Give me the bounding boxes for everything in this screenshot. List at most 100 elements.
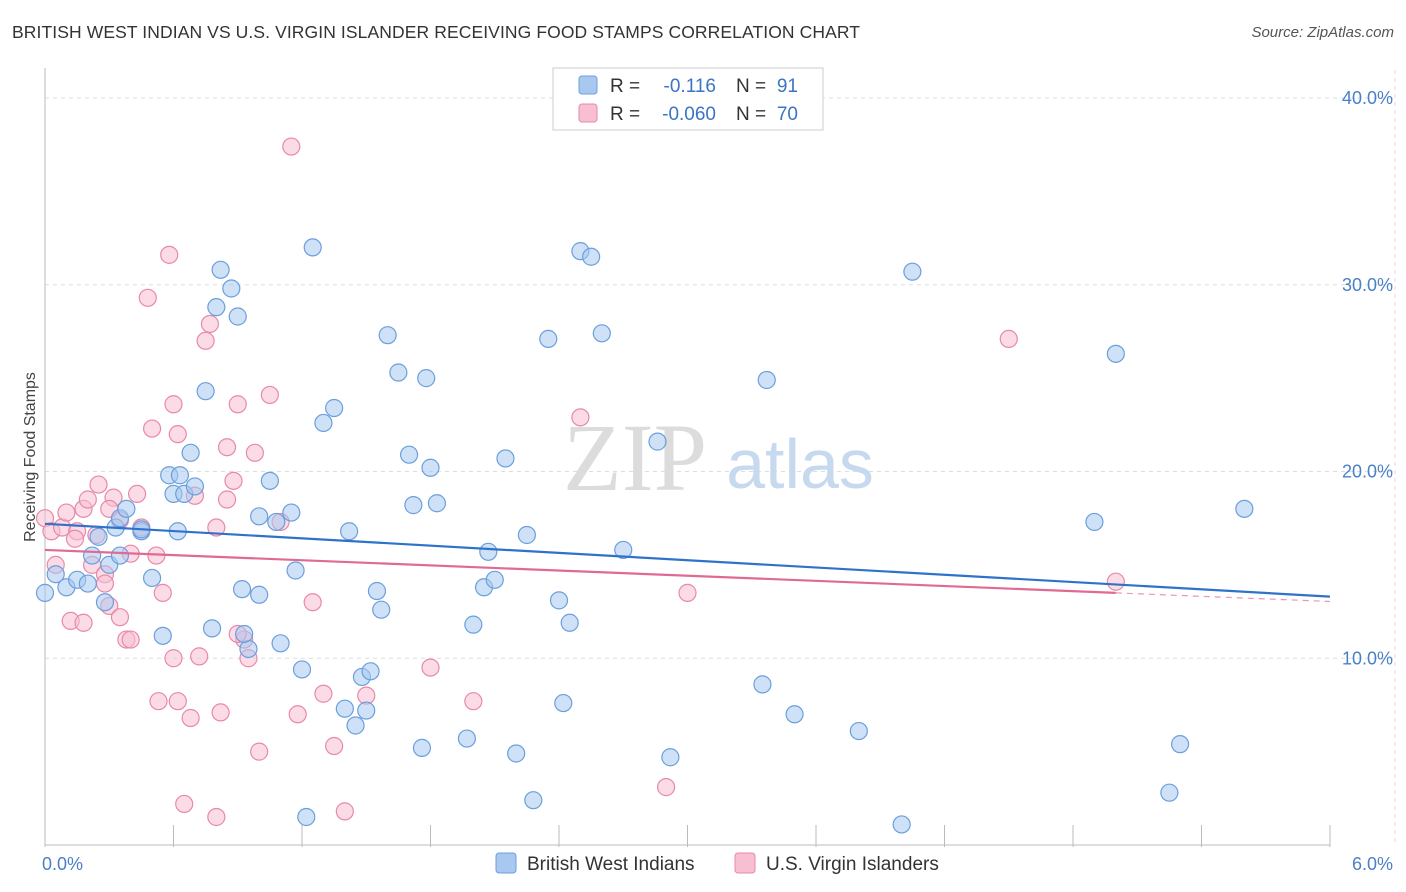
trend-line-blue: [44, 522, 1331, 598]
data-point-blue: [95, 593, 115, 612]
data-point-pink: [207, 518, 226, 537]
y-tick-label: 20.0%: [1342, 462, 1393, 482]
data-point-pink: [325, 736, 344, 756]
data-point-blue: [83, 546, 102, 565]
data-point-pink: [190, 647, 209, 666]
x-tick-label: 0.0%: [42, 854, 83, 874]
data-point-pink: [288, 705, 307, 724]
data-point-pink: [656, 778, 676, 797]
data-point-blue: [303, 238, 322, 257]
data-point-pink: [282, 137, 301, 156]
data-point-pink: [89, 475, 108, 494]
data-point-blue: [267, 512, 286, 532]
data-point-blue: [207, 298, 226, 317]
data-point-pink: [57, 503, 76, 522]
legend-r-label-pink: R =: [610, 104, 640, 125]
data-point-blue: [554, 693, 573, 713]
data-point-pink: [245, 443, 264, 462]
data-point-blue: [185, 477, 205, 496]
data-point-blue: [757, 370, 776, 390]
data-point-blue: [661, 748, 680, 767]
watermark-atlas: atlas: [726, 425, 874, 503]
legend-n-value-blue: 91: [777, 76, 798, 97]
data-point-blue: [592, 324, 611, 343]
data-point-pink: [224, 471, 243, 490]
data-point-blue: [196, 382, 215, 401]
data-point-blue: [549, 591, 569, 610]
data-point-blue: [235, 624, 254, 644]
data-point-pink: [999, 329, 1018, 349]
legend-n-label-pink: N =: [736, 104, 766, 125]
data-point-blue: [181, 443, 200, 462]
legend-n-label-blue: N =: [736, 76, 766, 97]
trend-lines: [44, 522, 1331, 603]
data-point-blue: [417, 369, 436, 388]
legend-r-value-pink: -0.060: [662, 104, 716, 125]
data-point-pink: [78, 490, 97, 509]
data-point-pink: [1106, 572, 1125, 591]
data-point-blue: [1235, 499, 1254, 518]
data-point-blue: [228, 307, 247, 326]
data-point-blue: [222, 279, 241, 298]
data-point-pink: [250, 742, 269, 761]
data-point-blue: [903, 262, 922, 281]
x-tick-label: 6.0%: [1352, 854, 1393, 874]
data-point-pink: [153, 583, 172, 602]
data-point-pink: [217, 438, 237, 457]
data-point-blue: [1170, 735, 1190, 754]
y-axis-label: Receiving Food Stamps: [22, 372, 39, 542]
data-point-pink: [160, 245, 179, 264]
data-point-blue: [153, 626, 172, 645]
data-point-blue: [560, 613, 579, 632]
trend-line-pink: [44, 548, 1116, 594]
data-point-blue: [479, 542, 498, 561]
data-point-blue: [117, 499, 136, 518]
bottom-legend-swatch-blue: [495, 852, 517, 874]
data-point-pink: [678, 583, 697, 602]
data-point-pink: [196, 331, 215, 350]
data-point-blue: [372, 600, 391, 619]
data-point-pink: [127, 484, 147, 504]
data-point-blue: [785, 705, 804, 724]
data-point-pink: [181, 708, 200, 728]
data-point-pink: [207, 807, 226, 827]
bottom-legend-label-blue: British West Indians: [527, 854, 695, 875]
data-point-blue: [378, 326, 397, 345]
data-point-blue: [496, 449, 515, 468]
y-tick-labels: 10.0% 20.0% 30.0% 40.0%: [1342, 88, 1393, 668]
data-point-blue: [239, 639, 258, 659]
data-point-blue: [325, 398, 344, 418]
data-point-blue: [753, 675, 772, 694]
data-point-blue: [421, 458, 440, 477]
data-point-pink: [65, 529, 85, 548]
source-label: Source: ZipAtlas.com: [1251, 24, 1394, 41]
data-point-blue: [335, 699, 354, 718]
data-point-blue: [892, 815, 911, 834]
data-point-pink: [217, 490, 237, 509]
data-point-pink: [168, 692, 187, 711]
data-point-pink: [74, 613, 93, 632]
data-point-blue: [849, 721, 868, 741]
bottom-legend-label-pink: U.S. Virgin Islanders: [766, 854, 939, 875]
series-pink-points: [35, 137, 1125, 827]
data-point-blue: [271, 634, 290, 653]
y-tick-label: 30.0%: [1342, 275, 1393, 295]
data-point-pink: [335, 802, 354, 821]
data-point-blue: [1160, 783, 1179, 802]
data-point-pink: [211, 703, 230, 722]
series-blue-points: [35, 238, 1254, 834]
data-point-blue: [340, 522, 359, 541]
y-tick-label: 10.0%: [1342, 648, 1393, 668]
y-tick-label: 40.0%: [1342, 88, 1393, 108]
data-point-blue: [260, 471, 279, 490]
data-point-blue: [170, 466, 190, 485]
data-point-pink: [121, 630, 140, 649]
chart-title: BRITISH WEST INDIAN VS U.S. VIRGIN ISLAN…: [12, 22, 861, 42]
legend-r-value-blue: -0.116: [664, 76, 716, 97]
data-point-pink: [164, 395, 183, 414]
data-point-pink: [175, 794, 194, 814]
legend-n-value-pink: 70: [777, 104, 798, 125]
legend-r-label-blue: R =: [610, 76, 640, 97]
data-point-blue: [517, 525, 536, 545]
